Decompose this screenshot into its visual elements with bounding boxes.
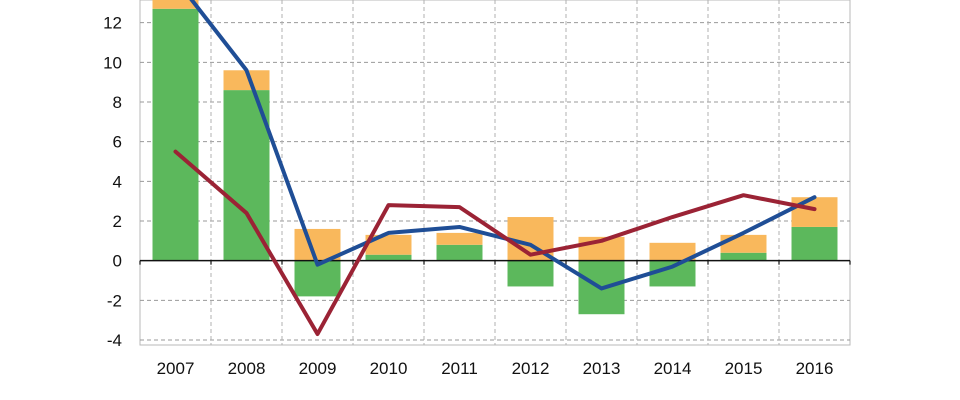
series-line-1 — [173, 149, 817, 337]
bar-segment-2011-0 — [436, 244, 483, 261]
series-lines — [173, 0, 817, 337]
x-tick-label: 2010 — [370, 359, 408, 378]
bar-segment-2007-0 — [152, 8, 199, 261]
bar-segment-2008-1 — [223, 70, 270, 91]
x-tick-label: 2012 — [512, 359, 550, 378]
x-tick-label: 2016 — [796, 359, 834, 378]
bar-segment-2008-0 — [223, 90, 270, 261]
x-tick-label: 2008 — [228, 359, 266, 378]
y-tick-label: 0 — [113, 252, 122, 271]
x-tick-label: 2015 — [725, 359, 763, 378]
bar-segment-2007-1 — [152, 0, 199, 9]
bar-segment-2014-1 — [649, 242, 696, 261]
y-tick-label: -4 — [107, 331, 122, 350]
bar-segment-2012-0 — [507, 260, 554, 287]
y-axis-ticks: -4-202468101214 — [103, 14, 122, 350]
grid — [139, 0, 851, 346]
bar-segment-2015-0 — [720, 252, 767, 261]
y-tick-label: -2 — [107, 291, 122, 310]
bar-segment-2009-1 — [294, 228, 341, 261]
y-tick-label: 8 — [113, 93, 122, 112]
x-tick-label: 2014 — [654, 359, 692, 378]
series-line-0 — [189, 0, 817, 291]
bar-segment-2011-1 — [436, 232, 483, 245]
x-tick-label: 2013 — [583, 359, 621, 378]
x-tick-label: 2009 — [299, 359, 337, 378]
x-tick-label: 2007 — [157, 359, 195, 378]
y-tick-label: 12 — [103, 14, 122, 33]
x-axis-ticks: 2007 2008 2009 2010 2011 2012 2013 2014 2015 2016 — [157, 359, 834, 378]
y-tick-label: 2 — [113, 212, 122, 231]
bar-segment-2010-0 — [365, 254, 412, 261]
bar-segment-2015-1 — [720, 234, 767, 253]
bar-segment-2016-0 — [791, 226, 838, 261]
y-tick-label: 6 — [113, 133, 122, 152]
y-tick-label: 4 — [113, 172, 122, 191]
bar-segment-2016-1 — [791, 197, 838, 227]
x-tick-label: 2011 — [441, 359, 478, 378]
y-tick-label: 10 — [103, 53, 122, 72]
zero-axis — [139, 259, 851, 265]
